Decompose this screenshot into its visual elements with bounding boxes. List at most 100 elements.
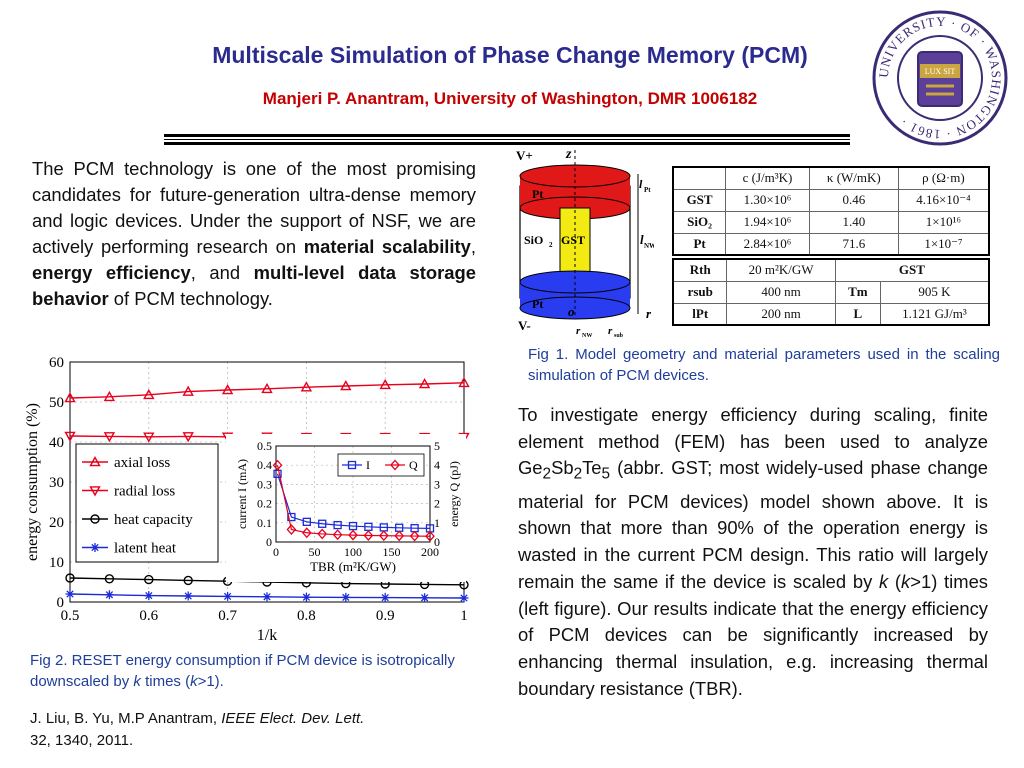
inset-y-left-tick: 0 — [266, 535, 272, 549]
sio2-label: SiO — [524, 233, 543, 247]
legend-label: radial loss — [114, 484, 175, 500]
table-cell: 200 nm — [726, 302, 836, 326]
inset-data-point-I — [333, 520, 342, 530]
table-cell: Rth — [672, 258, 728, 282]
inset-legend-marker — [347, 460, 357, 470]
inset-data-point-Q — [378, 530, 389, 542]
lpt-sub-label: Pt — [644, 186, 651, 194]
y-axis-label: energy consumption (%) — [24, 403, 41, 561]
table-cell: 1×10¹⁶ — [897, 210, 990, 234]
legend-marker — [90, 514, 100, 524]
y-tick-label: 50 — [49, 395, 64, 411]
data-point-axial-loss — [182, 385, 194, 396]
inset-legend-marker — [390, 459, 400, 471]
table-row: Pt 2.84×10⁶ 71.6 1×10⁻⁷ — [672, 232, 990, 256]
inset-x-tick: 0 — [273, 545, 279, 559]
inset-data-point-Q — [317, 528, 328, 540]
table-header-cell: κ (W/mK) — [808, 166, 899, 190]
data-point-axial-loss — [458, 376, 470, 388]
data-point-latent-heat — [459, 593, 469, 603]
x-tick-label: 0.5 — [61, 608, 80, 624]
inset-x-axis-label: TBR (m²K/GW) — [310, 559, 396, 574]
data-point-latent-heat — [380, 593, 390, 603]
figure-2-caption: Fig 2. RESET energy consumption if PCM d… — [30, 652, 455, 690]
inset-y-right-tick: 3 — [434, 477, 440, 491]
x-tick-label: 0.6 — [139, 608, 158, 624]
lpt-label: l — [639, 177, 643, 191]
table-cell: 400 nm — [726, 280, 836, 304]
data-point-axial-loss — [418, 378, 431, 389]
inset-data-point-I — [348, 521, 358, 531]
legend-label: heat capacity — [114, 512, 193, 528]
lnw-label: l — [640, 232, 644, 247]
data-point-heat-capacity — [144, 574, 154, 585]
inset-data-point-I — [318, 519, 327, 528]
material-properties-table: c (J/m³K) κ (W/mK) ρ (Ω·m) GST 1.30×10⁶ … — [672, 166, 990, 256]
inset-y-left-label: current I (mA) — [235, 459, 249, 529]
data-point-latent-heat — [301, 592, 311, 602]
legend-marker — [89, 486, 101, 497]
inset-frame — [275, 445, 431, 543]
inset-x-tick: 50 — [309, 545, 321, 559]
vminus-label: V- — [518, 318, 531, 333]
table-cell: Tm — [834, 280, 881, 304]
legend-label: latent heat — [114, 541, 177, 557]
x-tick-label: 1 — [460, 608, 468, 624]
table-header-cell: ρ (Ω·m) — [897, 166, 990, 190]
data-point-axial-loss — [379, 378, 391, 390]
simulation-parameters-table: Rth 20 m²K/GW GST rsub 400 nm Tm 905 K l… — [672, 258, 990, 326]
data-point-axial-loss — [64, 392, 76, 403]
table-cell: 1.94×10⁶ — [725, 210, 810, 234]
table-cell: 71.6 — [808, 232, 899, 256]
y-tick-label: 0 — [57, 595, 65, 611]
inset-y-left-tick: 0.2 — [257, 497, 272, 511]
inset-series-line-I — [276, 473, 431, 529]
inset-x-tick: 150 — [383, 545, 401, 559]
data-point-latent-heat — [183, 591, 193, 601]
data-point-axial-loss — [261, 382, 273, 394]
origin-label: o — [568, 304, 575, 319]
data-point-heat-capacity — [104, 574, 115, 584]
inset-x-tick: 100 — [344, 545, 362, 559]
data-point-latent-heat — [144, 591, 154, 601]
legend-box — [75, 443, 219, 563]
table-cell: 905 K — [879, 280, 990, 304]
inset-legend-box — [337, 453, 425, 477]
data-point-latent-heat — [65, 589, 75, 599]
table-cell: GST — [834, 258, 990, 282]
university-seal-logo: UNIVERSITY · OF · WASHINGTON · 1861 · LU… — [872, 10, 1008, 146]
y-tick-label: 20 — [49, 515, 64, 531]
table-cell: 20 m²K/GW — [726, 258, 836, 282]
data-point-radial-loss — [143, 432, 155, 443]
table-header-cell — [672, 166, 727, 190]
y-tick-label: 40 — [49, 435, 64, 451]
table-row: SiO₂ 1.94×10⁶ 1.40 1×10¹⁶ — [672, 210, 990, 234]
table-row: GST 1.30×10⁶ 0.46 4.16×10⁻⁴ — [672, 188, 990, 212]
data-point-latent-heat — [420, 593, 430, 603]
rnw-sub-label: NW — [582, 333, 592, 338]
inset-data-point-I — [302, 517, 311, 526]
table-row: rsub 400 nm Tm 905 K — [672, 280, 990, 304]
data-point-latent-heat — [262, 592, 272, 602]
citation: J. Liu, B. Yu, M.P Anantram, IEEE Elect.… — [30, 710, 365, 749]
legend-marker — [89, 456, 101, 467]
table-row: lPt 200 nm L 1.121 GJ/m³ — [672, 302, 990, 326]
data-point-axial-loss — [143, 388, 155, 400]
data-point-latent-heat — [104, 590, 114, 600]
x-tick-label: 0.7 — [218, 608, 237, 624]
data-point-axial-loss — [300, 381, 313, 392]
header-divider — [164, 134, 850, 148]
table-cell: GST — [672, 188, 727, 212]
y-tick-label: 60 — [49, 355, 64, 371]
table-cell: Pt — [672, 232, 727, 256]
data-point-radial-loss — [64, 431, 76, 442]
svg-text:LUX SIT: LUX SIT — [925, 67, 956, 76]
inset-legend-label: I — [366, 458, 370, 472]
data-point-axial-loss — [221, 384, 234, 395]
page-title: Multiscale Simulation of Phase Change Me… — [212, 42, 808, 68]
table-cell: 0.46 — [808, 188, 899, 212]
inset-x-tick: 200 — [421, 545, 439, 559]
inset-y-right-tick: 1 — [434, 516, 440, 530]
bottom-electrode-label: Pt — [532, 297, 543, 311]
gst-label: GST — [561, 233, 585, 247]
